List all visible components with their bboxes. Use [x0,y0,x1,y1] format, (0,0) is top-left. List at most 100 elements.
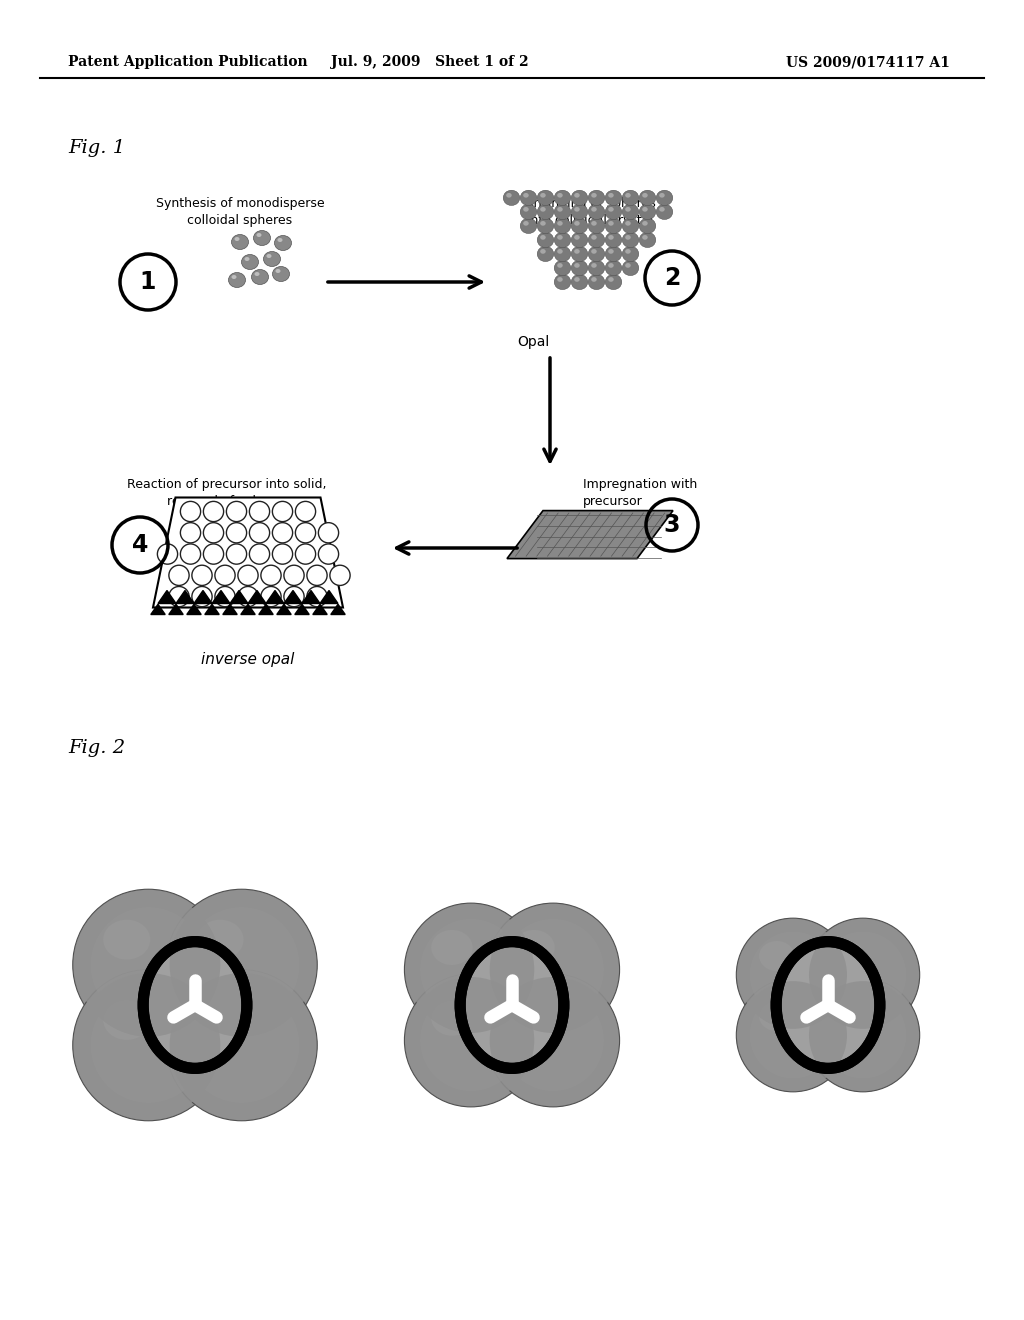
Polygon shape [223,605,238,615]
Ellipse shape [554,260,570,276]
Ellipse shape [184,907,299,1023]
Ellipse shape [591,207,597,211]
Ellipse shape [605,190,622,206]
Ellipse shape [486,974,620,1107]
Polygon shape [284,590,302,603]
Ellipse shape [820,991,906,1078]
Ellipse shape [554,247,570,261]
Ellipse shape [591,263,597,268]
Ellipse shape [626,263,631,268]
Ellipse shape [623,260,639,276]
Ellipse shape [591,277,597,281]
Ellipse shape [231,275,237,279]
Circle shape [261,565,282,586]
Ellipse shape [234,238,240,242]
Ellipse shape [642,207,648,211]
Ellipse shape [520,190,537,206]
Ellipse shape [623,218,639,234]
Ellipse shape [274,235,292,251]
Ellipse shape [554,190,570,206]
Circle shape [204,523,223,543]
Polygon shape [205,605,219,615]
Ellipse shape [588,205,605,219]
Polygon shape [248,590,266,603]
Text: Synthesis of monodisperse
colloidal spheres: Synthesis of monodisperse colloidal sphe… [156,197,325,227]
Polygon shape [176,590,194,603]
Polygon shape [241,605,255,615]
Ellipse shape [541,193,546,198]
Ellipse shape [541,235,546,240]
Circle shape [261,586,282,607]
Ellipse shape [626,220,631,226]
Polygon shape [331,605,345,615]
Ellipse shape [626,249,631,253]
Ellipse shape [103,1001,151,1040]
Circle shape [295,544,315,564]
Polygon shape [276,605,291,615]
Circle shape [238,586,258,607]
Text: 2: 2 [664,267,680,290]
Ellipse shape [263,252,281,267]
Ellipse shape [623,232,639,248]
Circle shape [215,586,236,607]
Ellipse shape [557,235,563,240]
Polygon shape [230,590,248,603]
Ellipse shape [148,946,242,1064]
Ellipse shape [574,235,580,240]
Ellipse shape [608,249,613,253]
Ellipse shape [781,946,874,1064]
Ellipse shape [228,272,246,288]
Ellipse shape [506,193,512,198]
Ellipse shape [538,232,554,248]
Ellipse shape [750,991,837,1078]
Ellipse shape [623,205,639,219]
Ellipse shape [639,232,655,248]
Ellipse shape [557,193,563,198]
Ellipse shape [242,255,258,269]
Ellipse shape [541,207,546,211]
Ellipse shape [254,231,270,246]
Text: US 2009/0174117 A1: US 2009/0174117 A1 [786,55,950,69]
Ellipse shape [275,269,281,273]
Ellipse shape [588,190,605,206]
Ellipse shape [588,232,605,248]
Ellipse shape [541,249,546,253]
Text: Fig. 1: Fig. 1 [68,139,125,157]
Ellipse shape [77,973,220,1117]
Ellipse shape [513,931,555,965]
Ellipse shape [513,1001,555,1036]
Ellipse shape [809,921,918,1028]
Ellipse shape [750,932,837,1018]
Ellipse shape [574,249,580,253]
Ellipse shape [554,232,570,248]
Ellipse shape [503,919,604,1020]
Ellipse shape [245,257,250,261]
Ellipse shape [170,892,313,1036]
Circle shape [822,999,834,1011]
Ellipse shape [829,941,864,970]
Ellipse shape [591,220,597,226]
Ellipse shape [759,941,795,970]
Ellipse shape [571,275,588,289]
Polygon shape [295,605,309,615]
Circle shape [226,502,247,521]
Ellipse shape [591,235,597,240]
Ellipse shape [408,907,535,1034]
Ellipse shape [170,973,313,1117]
Ellipse shape [256,234,261,238]
Ellipse shape [557,249,563,253]
Ellipse shape [639,190,655,206]
Ellipse shape [626,235,631,240]
Ellipse shape [541,220,546,226]
Circle shape [226,523,247,543]
Circle shape [272,502,293,521]
Ellipse shape [557,220,563,226]
Circle shape [238,565,258,586]
Ellipse shape [73,890,224,1040]
Ellipse shape [538,205,554,219]
Circle shape [180,502,201,521]
Ellipse shape [574,220,580,226]
Ellipse shape [166,970,317,1121]
Ellipse shape [571,190,588,206]
Ellipse shape [489,907,616,1034]
